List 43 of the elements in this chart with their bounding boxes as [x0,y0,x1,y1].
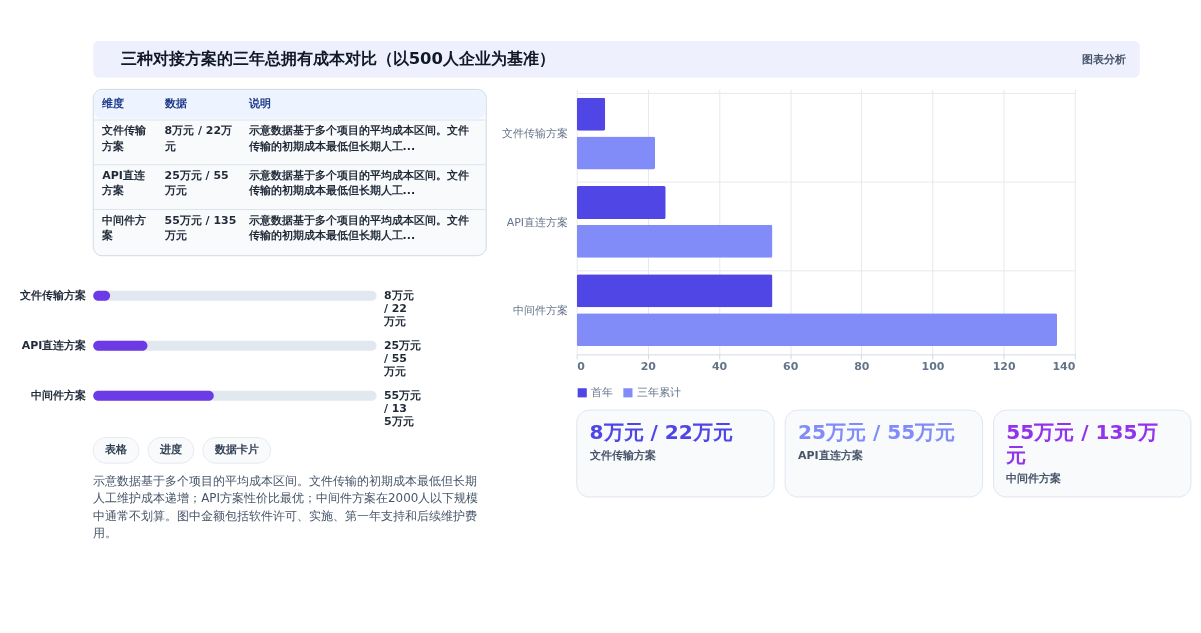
text: 示意数据基于多个项目的平均成本区间。文件传输的初期成本最低但长期人工... [247,124,469,153]
category-label: 中间件方案 [1006,472,1062,486]
x-tick-label: 100 [921,359,945,373]
text: 25万元 / 55万元 [382,339,422,378]
text: 中间件方案 [101,213,147,243]
category-label: API直连方案 [797,448,863,462]
text: 55万元 / 135万元 [1006,419,1158,468]
y-tick-label: 中间件方案 [513,303,569,317]
legend-label: 首年 [591,386,614,400]
text: 表格 [104,443,129,457]
text: 图表分析 [1082,52,1127,66]
y-tick-label: 文件传输方案 [19,289,87,303]
x-tick-label: 40 [711,359,728,373]
y-tick-label: API直连方案 [506,215,569,229]
x-tick-label: 20 [640,359,657,373]
text: 文件传输方案 [101,124,148,153]
text: 进度 [158,443,182,457]
text: API直连方案 [101,168,146,198]
text: 三种对接方案的三年总拥有成本对比（以500人企业为基准） [120,48,555,68]
category-label: 文件传输方案 [588,448,656,462]
text: 示意数据基于多个项目的平均成本区间。文件传输的初期成本最低但长期人工维护成本递增；API方案性价比最优；中间件方案在2000人以下规模中通常不划算。图中金额包括软件许可、实施、第一年支持和后续维护费用。 [93,474,479,541]
x-tick-label: 60 [783,359,799,373]
x-tick-label: 120 [992,359,1016,373]
text: 示意数据基于多个项目的平均成本区间。文件传输的初期成本最低但长期人工... [247,168,469,198]
x-tick-label: 140 [1052,359,1076,373]
text: 25万元 / 55万元 [163,168,229,198]
y-tick-label: 文件传输方案 [502,127,569,141]
text: 示意数据基于多个项目的平均成本区间。文件传输的初期成本最低但长期人工... [247,213,469,243]
category-label: 说明 [247,96,271,110]
text: 25万元 / 55万元 [797,419,956,444]
category-label: 维度 [101,96,125,110]
y-tick-label: 中间件方案 [31,389,87,403]
text: 55万元 / 135万元 [163,213,237,243]
text: 55万元 / 135万元 [383,389,422,428]
legend-label: 三年累计 [637,386,682,400]
x-tick-label: 80 [854,359,870,373]
category-label: 数据 [163,96,187,110]
text: 8万元 / 22万元 [163,124,233,153]
x-tick-label: 0 [577,359,586,373]
y-tick-label: API直连方案 [21,339,87,353]
text: 8万元 / 22万元 [589,419,733,444]
text: 8万元 / 22万元 [382,289,414,328]
text: 数据卡片 [213,443,259,457]
